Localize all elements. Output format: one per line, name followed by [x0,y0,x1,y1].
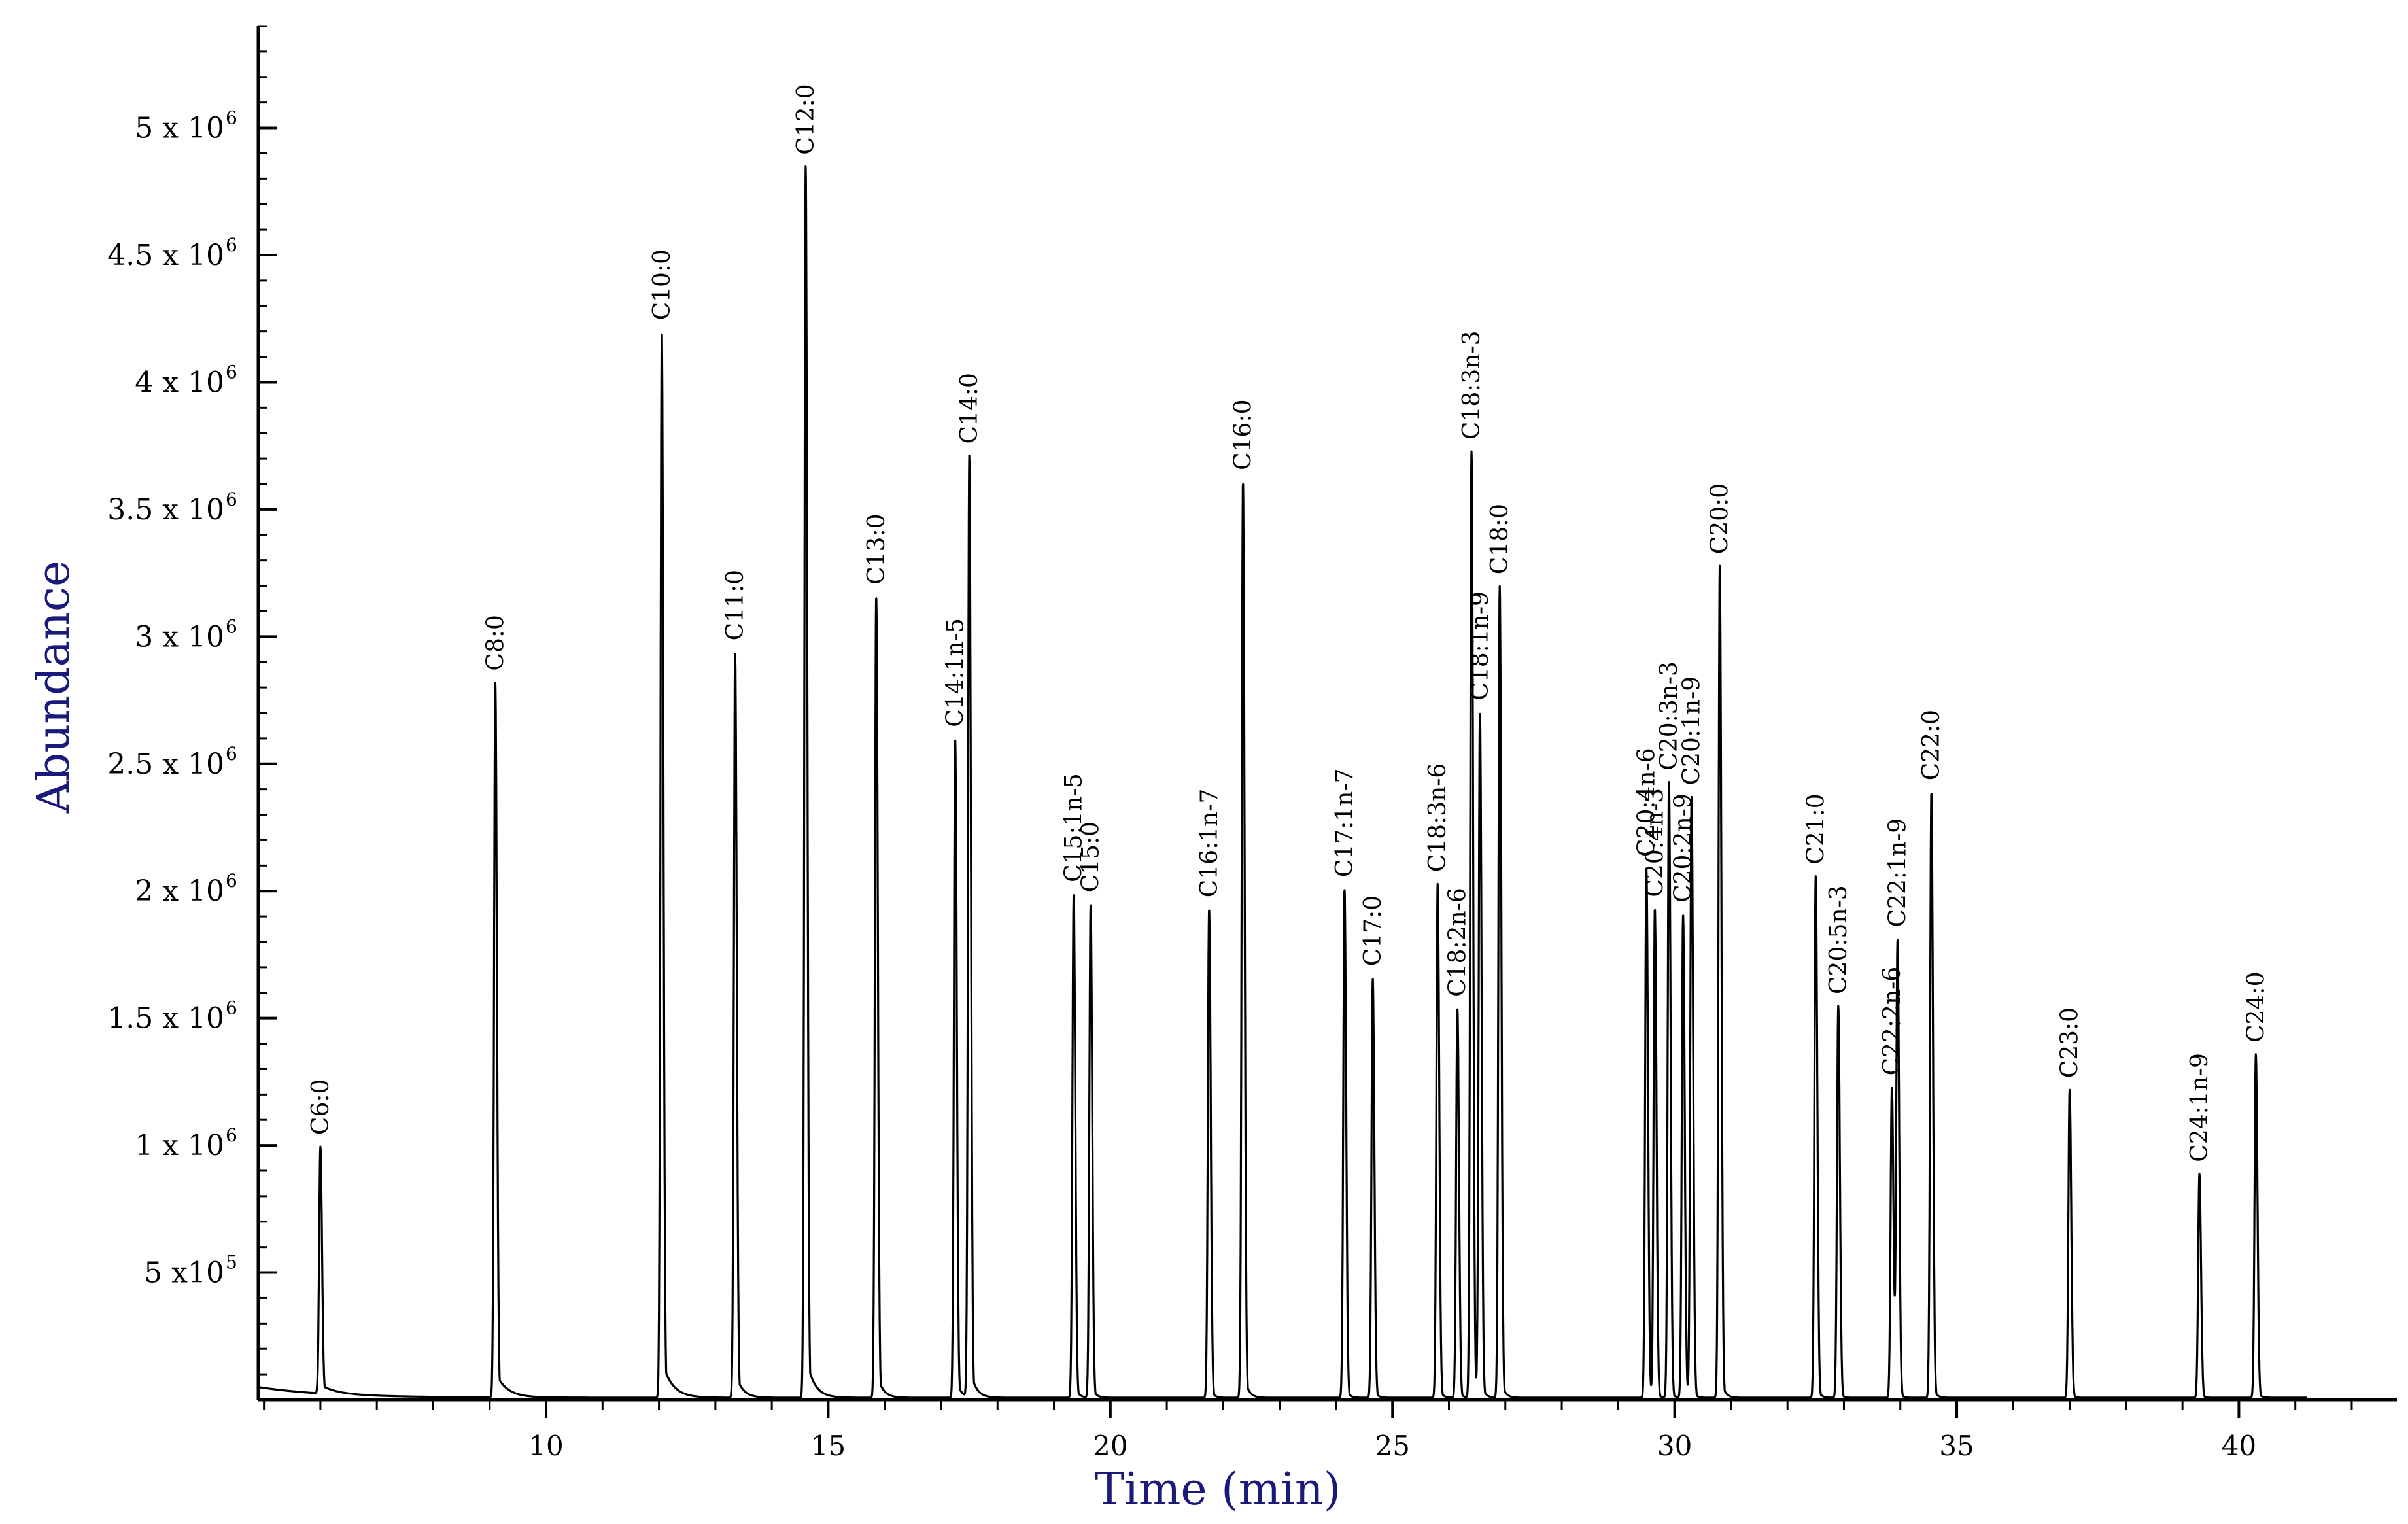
peak-label: C6:0 [307,1079,334,1135]
y-tick-label: 5 x10 [144,1256,224,1290]
peak-label: C17:0 [1360,895,1386,966]
y-tick-label: 3.5 x 10 [107,493,224,527]
y-tick-exponent: 5 [226,1252,237,1273]
peak-label: C20:4n-6 [1634,748,1660,857]
peak-label: C14:1n-5 [942,618,969,727]
peak-label: C12:0 [793,84,819,154]
y-tick-label: 5 x 10 [135,112,224,145]
peak-label: C18:1n-9 [1467,591,1494,701]
y-tick-exponent: 6 [226,234,237,256]
peak-label: C24:1n-9 [2186,1053,2213,1162]
y-tick-label: 2 x 10 [135,875,224,908]
peak-label: C20:2n-9 [1670,793,1697,903]
y-tick-exponent: 6 [226,870,237,892]
y-tick-label: 1.5 x 10 [107,1002,224,1035]
y-tick-exponent: 6 [226,997,237,1019]
y-tick-exponent: 6 [226,743,237,765]
peak-label: C22:0 [1918,710,1945,780]
peak-label: C16:1n-7 [1196,789,1223,898]
peak-label: C8:0 [482,615,509,670]
peak-label: C20:4n-3 [1642,788,1668,897]
x-tick-label: 40 [2222,1430,2256,1462]
y-tick-exponent: 6 [226,615,237,637]
peak-label: C18:0 [1487,504,1513,574]
peak-label: C24:0 [2243,972,2269,1043]
peak-label: C18:3n-3 [1458,330,1485,440]
peak-label: C18:3n-6 [1424,763,1451,873]
axes: 10 15 20 25 30 35 405 x10 51 x 10 61.5 x 10 62 x … [107,25,2397,1462]
y-tick-label: 1 x 10 [135,1129,224,1162]
trace-layer [257,165,2308,1399]
peak-label: C21:0 [1802,793,1829,864]
peak-label: C22:1n-9 [1884,818,1911,927]
chromatogram-trace [257,165,2308,1399]
y-tick-label: 4 x 10 [135,366,224,399]
y-axis-label: Abundance [28,561,80,814]
x-axis-label: Time (min) [1095,1464,1341,1515]
y-tick-exponent: 6 [226,489,237,510]
peak-label: C22:2n-6 [1879,967,1906,1076]
x-tick-label: 15 [811,1430,846,1462]
peak-label: C17:1n-7 [1332,768,1358,877]
peak-labels: C6:0 C8:0 C10:0 C11:0 C12:0 C13:0 C14:1n-5 C14:… [307,84,2269,1162]
y-tick-exponent: 6 [226,107,237,129]
peak-label: C20:5n-3 [1825,885,1852,994]
y-tick-label: 4.5 x 10 [107,239,224,272]
peak-label: C14:0 [956,373,983,443]
x-tick-label: 25 [1375,1430,1409,1462]
y-tick-exponent: 6 [226,361,237,383]
peak-label: C15:0 [1078,822,1105,892]
y-tick-label: 3 x 10 [135,620,224,653]
peak-label: C18:2n-6 [1444,888,1471,997]
peak-label: C16:0 [1230,400,1257,470]
peak-label: C20:1n-9 [1679,676,1706,786]
y-tick-exponent: 6 [226,1124,237,1146]
peak-label: C23:0 [2057,1007,2084,1078]
x-tick-label: 35 [1939,1430,1974,1462]
x-tick-label: 30 [1657,1430,1692,1462]
peak-label: C10:0 [649,249,676,320]
x-tick-label: 20 [1093,1430,1127,1462]
peak-label: C15:1n-5 [1061,773,1088,882]
y-tick-label: 2.5 x 10 [107,748,224,781]
peak-label: C11:0 [722,570,749,640]
peak-label: C20:0 [1707,483,1734,554]
x-tick-label: 10 [528,1430,563,1462]
peak-label: C20:3n-3 [1656,661,1683,771]
peak-label: C13:0 [863,514,890,585]
